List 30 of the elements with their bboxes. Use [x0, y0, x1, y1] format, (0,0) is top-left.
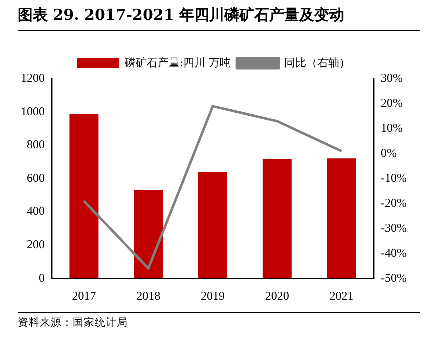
bar: [327, 158, 356, 279]
bar: [134, 190, 164, 279]
y-tick-label: 0: [39, 270, 45, 285]
y2-tick-label: -20%: [381, 196, 408, 210]
y-tick-label: 1000: [21, 104, 45, 118]
y2-tick-label: -30%: [381, 220, 408, 235]
y2-tick-label: -50%: [381, 270, 408, 285]
y-tick-label: 600: [27, 170, 45, 185]
y-tick-label: 400: [27, 204, 45, 218]
bar: [262, 159, 292, 279]
chart-title: 图表 29. 2017-2021 年四川磷矿石产量及变动: [18, 6, 420, 31]
bar: [70, 114, 99, 279]
y2-tick-label: -10%: [381, 170, 408, 185]
bar: [198, 172, 228, 279]
x-tick-label: 2019: [201, 288, 226, 303]
x-tick-label: 2018: [136, 288, 161, 303]
x-tick-label: 2017: [72, 288, 96, 303]
y2-tick-label: -40%: [381, 246, 408, 260]
y2-tick-label: 20%: [381, 96, 404, 110]
y-tick-label: 200: [27, 237, 45, 252]
y2-tick-label: 30%: [381, 71, 404, 86]
y-tick-label: 800: [27, 138, 45, 152]
y2-tick-label: 0%: [381, 146, 398, 160]
text: 资料来源：国家统计局: [18, 312, 420, 330]
y2-tick-label: 10%: [381, 121, 404, 136]
x-tick-label: 2020: [265, 288, 290, 303]
legend-label: 同比（右轴）: [284, 56, 351, 70]
y-tick-label: 1200: [21, 71, 45, 86]
x-tick-label: 2021: [330, 288, 354, 303]
legend-label: 磷矿石产量:四川 万吨: [124, 56, 232, 70]
